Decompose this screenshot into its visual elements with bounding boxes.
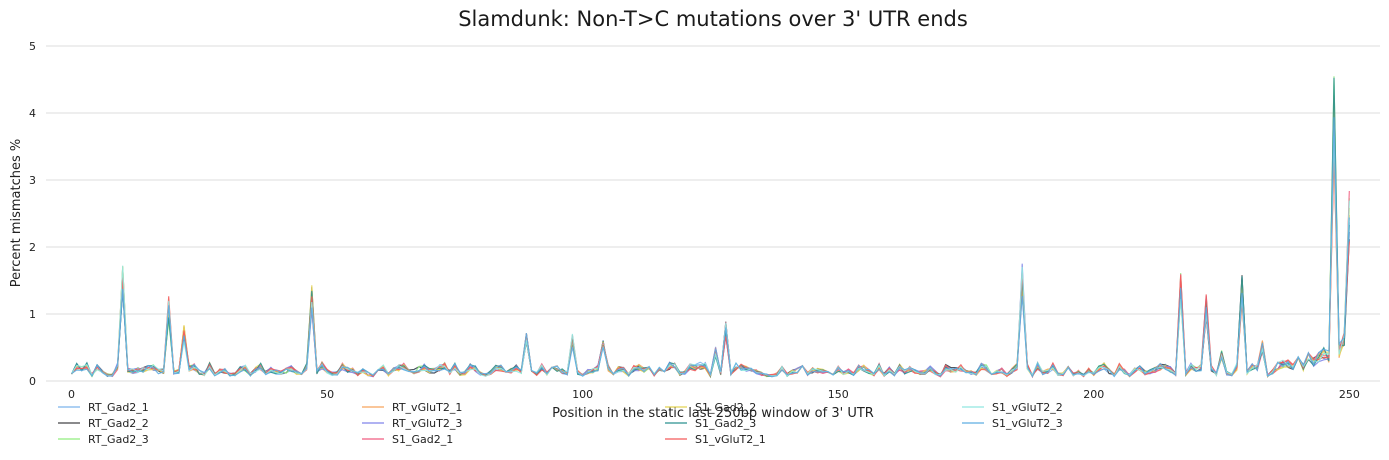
legend-label: RT_vGluT2_1	[392, 401, 462, 414]
y-tick-label: 4	[29, 107, 36, 120]
series-line-RT_Gad2_1	[71, 114, 1350, 378]
x-tick-label: 100	[572, 388, 593, 401]
series-line-RT_Gad2_2	[71, 95, 1350, 379]
x-tick-labels: 0 50 100 150 200 250	[68, 388, 1360, 401]
legend-label: S1_vGluT2_3	[992, 417, 1063, 430]
series-lines	[71, 76, 1350, 379]
legend-label: RT_Gad2_3	[88, 433, 149, 446]
legend-label: RT_Gad2_1	[88, 401, 149, 414]
x-tick-label: 150	[828, 388, 849, 401]
series-line-S1_Gad2_1	[71, 115, 1350, 379]
legend-label: RT_vGluT2_3	[392, 417, 462, 430]
series-line-S1_Gad2_2	[71, 96, 1350, 378]
y-tick-label: 0	[29, 375, 36, 388]
legend-label: S1_vGluT2_1	[695, 433, 766, 446]
x-tick-label: 0	[68, 388, 75, 401]
chart-title: Slamdunk: Non-T>C mutations over 3' UTR …	[458, 7, 968, 31]
legend-label: S1_Gad2_2	[695, 401, 756, 414]
x-tick-label: 200	[1083, 388, 1104, 401]
y-axis-label: Percent mismatches %	[9, 139, 24, 287]
series-line-S1_vGluT2_2	[71, 136, 1350, 378]
legend-label: S1_vGluT2_2	[992, 401, 1063, 414]
legend-label: RT_Gad2_2	[88, 417, 149, 430]
series-line-S1_vGluT2_3	[71, 117, 1350, 378]
series-line-RT_vGluT2_3	[71, 134, 1350, 378]
x-tick-label: 250	[1339, 388, 1360, 401]
y-tick-labels: 0 1 2 3 4 5	[29, 40, 36, 388]
legend: RT_Gad2_1 RT_Gad2_2 RT_Gad2_3 RT_vGluT2_1 RT…	[58, 401, 1063, 446]
legend-label: S1_Gad2_1	[392, 433, 453, 446]
x-axis-label: Position in the static last 250bp window…	[552, 406, 874, 421]
x-tick-label: 50	[320, 388, 334, 401]
y-tick-label: 3	[29, 174, 36, 187]
legend-label: S1_Gad2_3	[695, 417, 756, 430]
y-tick-label: 2	[29, 241, 36, 254]
gridlines	[46, 45, 1380, 382]
y-tick-label: 1	[29, 308, 36, 321]
series-line-RT_vGluT2_1	[71, 153, 1350, 378]
series-line-S1_vGluT2_1	[71, 155, 1350, 378]
series-line-RT_Gad2_3	[71, 76, 1350, 378]
series-line-S1_Gad2_3	[71, 77, 1350, 378]
y-tick-label: 5	[29, 40, 36, 53]
